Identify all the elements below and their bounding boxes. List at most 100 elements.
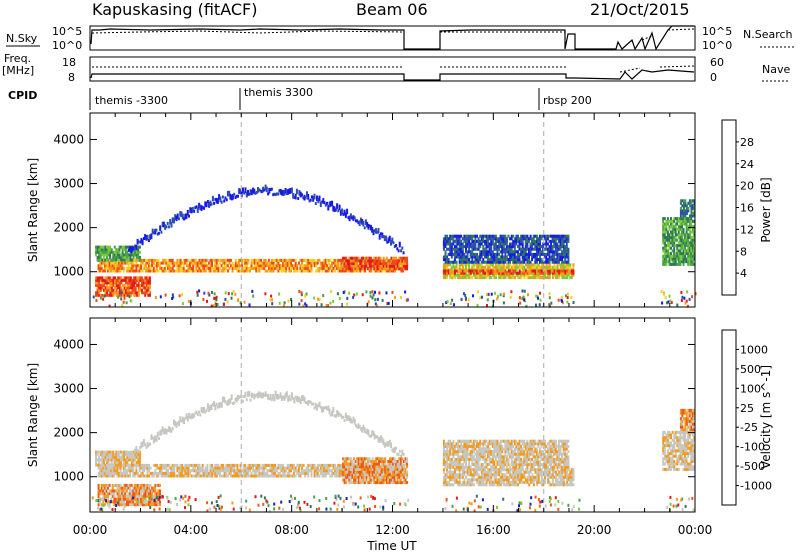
data-cell — [460, 255, 463, 259]
data-cell — [353, 269, 356, 273]
data-cell — [98, 286, 101, 290]
data-cell — [494, 239, 497, 243]
data-cell — [190, 266, 193, 270]
data-cell — [466, 269, 469, 273]
data-cell — [685, 225, 688, 229]
data-cell — [129, 503, 132, 507]
data-cell — [127, 466, 130, 470]
data-cell — [148, 492, 150, 496]
data-cell — [100, 471, 103, 475]
data-cell — [124, 248, 127, 252]
data-cell — [182, 469, 185, 473]
data-cell — [484, 271, 486, 275]
data-cell — [157, 261, 160, 265]
data-cell — [684, 233, 687, 237]
data-cell — [556, 255, 559, 259]
data-cell — [129, 455, 132, 459]
data-cell — [532, 265, 535, 269]
data-cell — [132, 486, 135, 490]
data-cell — [502, 260, 505, 264]
data-cell — [458, 260, 461, 264]
data-cell — [117, 286, 120, 290]
data-cell — [348, 269, 351, 273]
data-cell — [107, 250, 110, 254]
data-cell — [501, 247, 504, 251]
data-cell — [567, 237, 570, 241]
data-cell — [348, 457, 351, 461]
data-cell — [178, 258, 180, 262]
data-cell — [122, 483, 125, 487]
data-cell — [551, 239, 554, 243]
data-cell — [286, 258, 289, 262]
scatter-cell — [684, 301, 687, 305]
data-cell — [665, 262, 668, 266]
arc-cell — [219, 199, 222, 203]
data-cell — [449, 242, 452, 246]
data-cell — [203, 269, 206, 273]
data-cell — [663, 241, 666, 245]
data-cell — [463, 237, 466, 241]
data-cell — [305, 471, 308, 475]
data-cell — [468, 271, 471, 275]
data-cell — [182, 261, 185, 265]
data-cell — [107, 503, 109, 507]
data-cell — [244, 261, 247, 265]
data-cell — [290, 474, 292, 478]
data-cell — [518, 242, 521, 246]
data-cell — [442, 273, 445, 277]
arc-cell — [344, 214, 347, 218]
data-cell — [471, 260, 474, 264]
data-cell — [141, 269, 144, 273]
data-cell — [477, 276, 480, 280]
data-cell — [454, 269, 456, 273]
scatter-cell — [400, 296, 402, 299]
scatter-cell — [92, 295, 95, 299]
data-cell — [332, 471, 335, 475]
data-cell — [671, 233, 674, 237]
data-cell — [282, 261, 285, 265]
data-cell — [157, 466, 160, 470]
data-cell — [668, 246, 671, 250]
data-cell — [137, 463, 140, 467]
data-cell — [324, 466, 327, 470]
data-cell — [104, 455, 107, 459]
data-cell — [528, 255, 530, 259]
data-cell — [307, 474, 310, 478]
data-cell — [106, 258, 108, 262]
data-cell — [137, 278, 140, 282]
data-cell — [234, 463, 237, 467]
data-cell — [540, 260, 543, 264]
data-cell — [673, 260, 676, 264]
data-cell — [540, 252, 543, 256]
data-cell — [95, 248, 97, 252]
data-cell — [99, 458, 102, 462]
data-cell — [518, 255, 521, 259]
data-cell — [163, 466, 166, 470]
data-cell — [353, 267, 355, 271]
data-cell — [211, 463, 214, 467]
data-cell — [107, 458, 110, 462]
data-cell — [152, 266, 155, 270]
arc-cell — [170, 221, 173, 225]
data-cell — [515, 268, 518, 272]
data-cell — [526, 237, 529, 241]
data-cell — [374, 259, 377, 263]
data-cell — [343, 473, 346, 477]
data-cell — [95, 450, 97, 454]
data-cell — [559, 242, 562, 246]
data-cell — [539, 247, 541, 251]
data-cell — [480, 273, 483, 277]
data-cell — [351, 264, 354, 268]
arc-cell — [364, 222, 367, 226]
data-cell — [118, 450, 121, 454]
data-cell — [499, 250, 502, 254]
data-cell — [562, 255, 565, 259]
scatter-cell — [355, 292, 358, 296]
data-cell — [226, 264, 229, 268]
data-cell — [110, 269, 113, 273]
data-cell — [327, 266, 330, 270]
data-cell — [294, 466, 297, 470]
data-cell — [165, 469, 168, 473]
data-cell — [545, 263, 548, 267]
arc-cell — [244, 190, 247, 194]
